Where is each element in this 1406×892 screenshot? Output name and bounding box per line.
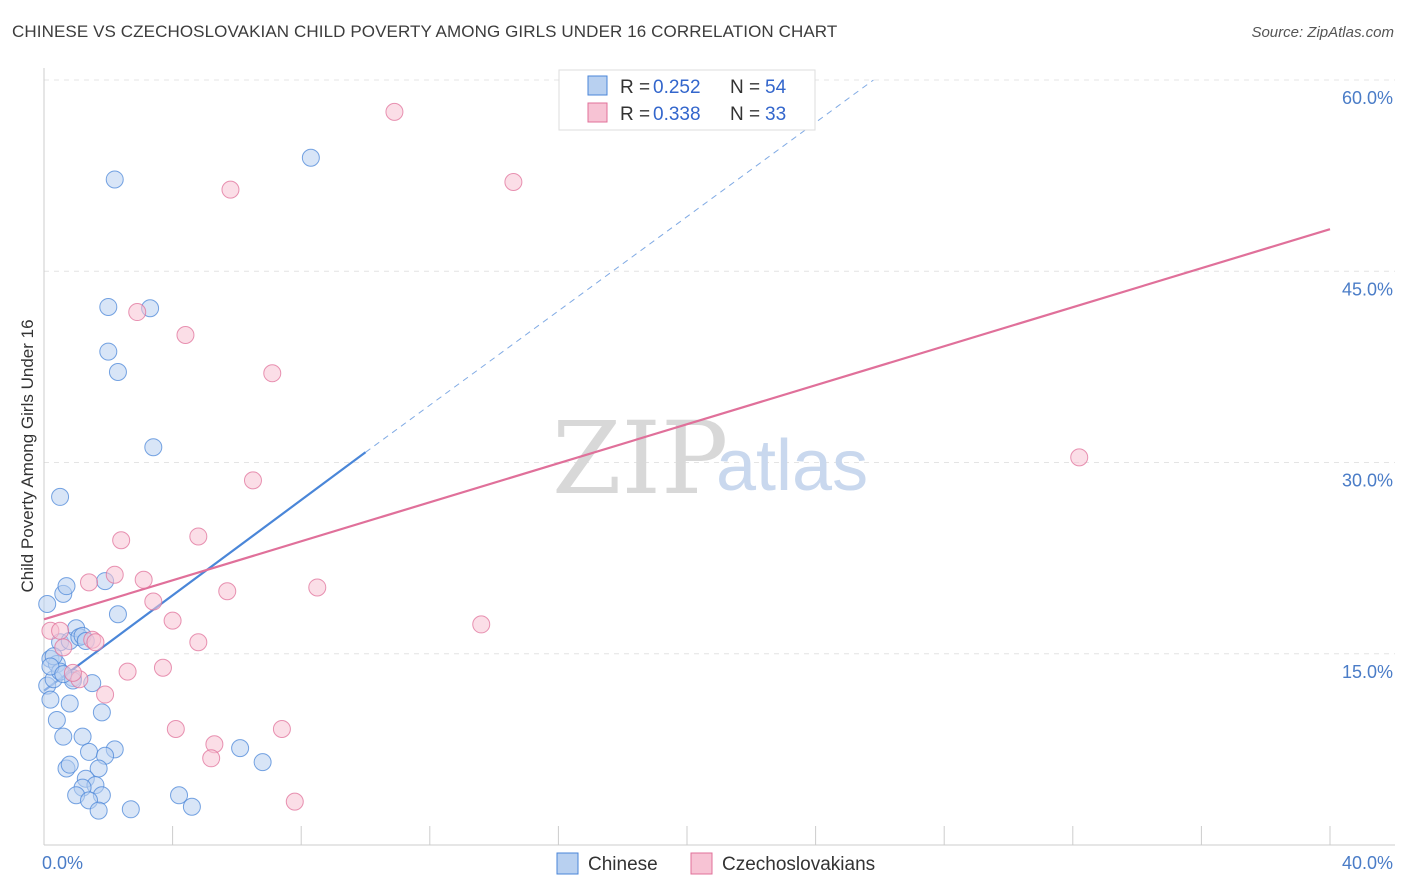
legend-n-label-chinese: N = — [730, 77, 760, 98]
point-1-27 — [176, 326, 195, 344]
point-1-13 — [189, 527, 208, 546]
point-1-26 — [263, 364, 282, 383]
point-0-28 — [47, 711, 66, 730]
point-1-2 — [54, 638, 73, 657]
point-0-0 — [38, 595, 57, 614]
point-0-26 — [105, 170, 124, 189]
point-1-19 — [96, 685, 115, 704]
point-0-21 — [99, 297, 118, 316]
point-1-4 — [86, 633, 105, 652]
point-1-9 — [134, 570, 153, 589]
y-axis-label: Child Poverty Among Girls Under 16 — [18, 319, 37, 592]
legend: R = 0.252 N = 54 R = 0.338 N = 33 — [558, 69, 816, 131]
point-0-4 — [41, 690, 60, 709]
data-points — [38, 102, 1089, 820]
chart-title: CHINESE VS CZECHOSLOVAKIAN CHILD POVERTY… — [12, 22, 838, 41]
series-1 — [41, 102, 1089, 811]
trendline-1 — [43, 228, 1331, 621]
point-0-16 — [60, 694, 79, 713]
point-0-45 — [121, 800, 140, 819]
point-1-32 — [472, 615, 491, 634]
point-1-16 — [189, 633, 208, 652]
legend-n-label-czechoslovakians: N = — [730, 104, 760, 125]
point-1-18 — [153, 658, 172, 677]
x-tick-label-1: 40.0% — [1342, 853, 1393, 873]
y-tick-label-0: 15.0% — [1342, 662, 1393, 682]
bottom-legend: Chinese Czechoslovakians — [556, 852, 875, 875]
legend-swatch-czechoslovakians — [587, 102, 608, 123]
point-1-15 — [308, 578, 327, 597]
x-tick-labels: 0.0% 40.0% — [42, 853, 1393, 873]
y-tick-label-3: 60.0% — [1342, 88, 1393, 108]
point-0-8 — [57, 577, 76, 596]
legend-n-value-chinese: 54 — [765, 77, 787, 98]
point-1-12 — [112, 531, 131, 550]
watermark-zip: ZIP — [552, 400, 728, 517]
point-1-25 — [243, 471, 262, 490]
grid-lines — [44, 79, 1395, 655]
legend-r-value-chinese: 0.252 — [653, 77, 701, 98]
point-1-31 — [504, 173, 523, 191]
y-tick-label-1: 30.0% — [1342, 471, 1393, 491]
legend-n-value-czechoslovakians: 33 — [765, 104, 786, 125]
point-1-30 — [385, 102, 404, 121]
point-1-23 — [202, 749, 221, 768]
point-1-20 — [166, 719, 185, 738]
legend-r-label-czechoslovakians: R = — [620, 104, 650, 125]
point-1-14 — [218, 582, 237, 601]
point-1-6 — [63, 663, 82, 682]
y-tick-labels: 15.0% 30.0% 45.0% 60.0% — [1342, 88, 1393, 682]
point-1-10 — [144, 592, 163, 611]
point-0-32 — [80, 742, 99, 761]
point-1-1 — [51, 621, 70, 640]
point-1-11 — [163, 611, 182, 630]
point-1-24 — [285, 792, 304, 811]
source-label: Source: ZipAtlas.com — [1251, 24, 1394, 41]
y-tick-label-2: 45.0% — [1342, 279, 1393, 299]
bottom-legend-czechoslovakians: Czechoslovakians — [722, 854, 875, 875]
point-1-33 — [1070, 448, 1089, 467]
bottom-legend-swatch-czechoslovakians — [690, 852, 713, 875]
point-0-27 — [301, 148, 320, 167]
x-tick-label-0: 0.0% — [42, 853, 83, 873]
point-0-31 — [92, 703, 111, 722]
point-1-21 — [272, 719, 291, 738]
point-0-46 — [170, 786, 189, 805]
point-1-17 — [118, 662, 137, 681]
point-0-30 — [73, 727, 92, 746]
point-1-7 — [80, 573, 99, 592]
point-0-49 — [253, 753, 272, 772]
watermark-atlas: atlas — [716, 426, 868, 506]
point-0-25 — [144, 438, 163, 457]
point-0-29 — [54, 727, 73, 746]
bottom-legend-chinese: Chinese — [588, 854, 658, 875]
point-0-20 — [51, 487, 70, 506]
point-1-29 — [221, 180, 240, 199]
point-0-47 — [182, 797, 201, 816]
point-0-36 — [60, 755, 79, 774]
series-0 — [38, 148, 320, 820]
point-0-24 — [108, 362, 127, 381]
axes — [43, 68, 1395, 846]
point-0-44 — [89, 801, 108, 820]
point-1-8 — [105, 565, 124, 584]
trendlines — [43, 79, 1331, 692]
legend-r-value-czechoslovakians: 0.338 — [653, 104, 701, 125]
legend-swatch-chinese — [587, 75, 608, 96]
point-0-19 — [108, 605, 127, 624]
point-0-48 — [231, 739, 250, 758]
trendline-extension-0 — [365, 79, 874, 453]
bottom-legend-swatch-chinese — [556, 852, 579, 875]
legend-r-label-chinese: R = — [620, 77, 650, 98]
point-0-23 — [99, 342, 118, 361]
point-1-28 — [128, 303, 147, 322]
